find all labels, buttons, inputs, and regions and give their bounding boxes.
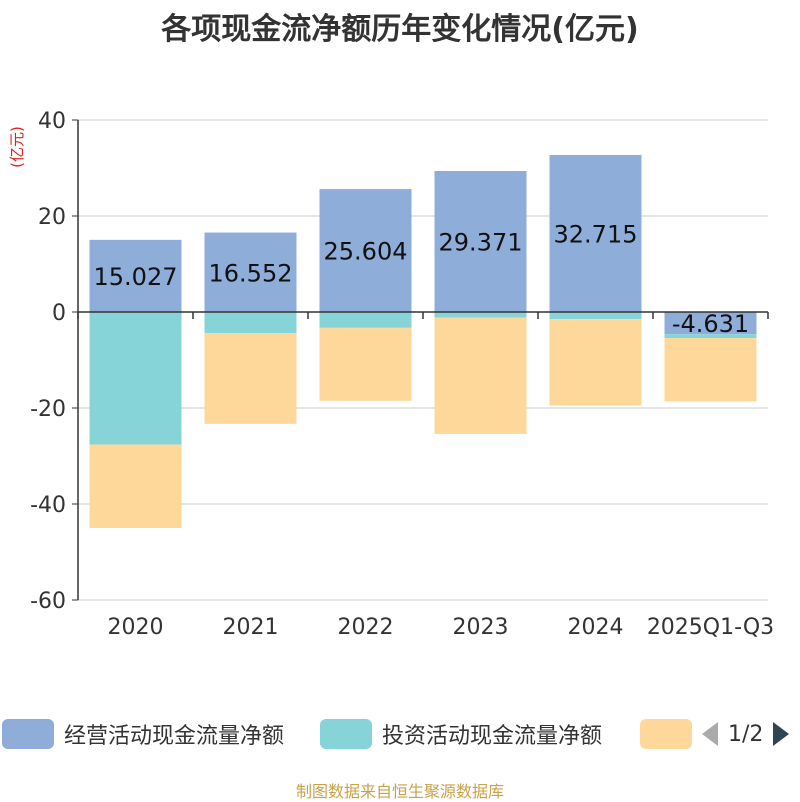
legend-swatch-financing <box>640 719 692 749</box>
bar-investing-2023[interactable] <box>434 312 527 318</box>
y-tick-label: -20 <box>30 397 66 422</box>
y-tick-label: -40 <box>30 493 66 518</box>
data-label: 15.027 <box>94 263 178 291</box>
data-label: 29.371 <box>439 229 523 257</box>
bar-operating-2022[interactable] <box>319 189 412 312</box>
legend-swatch-investing <box>320 719 372 749</box>
bar-financing-2025Q1-Q3[interactable] <box>664 338 757 402</box>
x-tick-label: 2025Q1-Q3 <box>647 615 774 640</box>
legend-item-operating[interactable]: 经营活动现金流量净额 <box>2 716 284 752</box>
bar-operating-2021[interactable] <box>204 232 297 312</box>
bar-operating-2024[interactable] <box>549 154 642 312</box>
data-label: 32.715 <box>554 220 638 248</box>
prev-page-icon[interactable] <box>700 720 720 748</box>
x-tick-label: 2021 <box>223 615 279 640</box>
bar-investing-2020[interactable] <box>89 312 182 445</box>
x-tick-label: 2023 <box>453 615 509 640</box>
legend-page-indicator: 1/2 <box>728 721 764 747</box>
bar-financing-2020[interactable] <box>89 444 182 528</box>
legend-item-financing[interactable] <box>640 716 692 752</box>
data-label: 25.604 <box>324 238 408 266</box>
bar-investing-2025Q1-Q3[interactable] <box>664 334 757 339</box>
y-tick-label: 0 <box>52 301 66 326</box>
y-tick-label: 20 <box>38 205 66 230</box>
bar-investing-2022[interactable] <box>319 312 412 328</box>
bar-financing-2023[interactable] <box>434 317 527 434</box>
chart-title: 各项现金流净额历年变化情况(亿元) <box>161 12 639 47</box>
x-tick-label: 2020 <box>108 615 164 640</box>
data-source-note: 制图数据来自恒生聚源数据库 <box>295 782 504 801</box>
bar-operating-2020[interactable] <box>89 239 182 312</box>
bar-financing-2022[interactable] <box>319 327 412 401</box>
legend-label-operating: 经营活动现金流量净额 <box>64 724 285 749</box>
bar-financing-2024[interactable] <box>549 319 642 406</box>
bar-investing-2024[interactable] <box>549 312 642 320</box>
y-tick-label: 40 <box>38 109 66 134</box>
data-label: 16.552 <box>209 259 293 287</box>
legend-label-investing: 投资活动现金流量净额 <box>382 724 603 749</box>
legend-item-investing[interactable]: 投资活动现金流量净额 <box>320 716 602 752</box>
x-tick-label: 2022 <box>338 615 394 640</box>
y-tick-label: -60 <box>30 589 66 614</box>
y-axis-unit-label: (亿元) <box>8 126 26 168</box>
bar-financing-2021[interactable] <box>204 333 297 424</box>
next-page-icon[interactable] <box>771 720 791 748</box>
data-label: -4.631 <box>672 310 749 338</box>
legend-pager: 1/2 <box>700 716 791 752</box>
bar-investing-2021[interactable] <box>204 312 297 334</box>
bar-operating-2023[interactable] <box>434 171 527 312</box>
bar-operating-2025Q1-Q3[interactable] <box>664 312 757 335</box>
legend-swatch-operating <box>2 719 54 749</box>
x-tick-label: 2024 <box>568 615 624 640</box>
